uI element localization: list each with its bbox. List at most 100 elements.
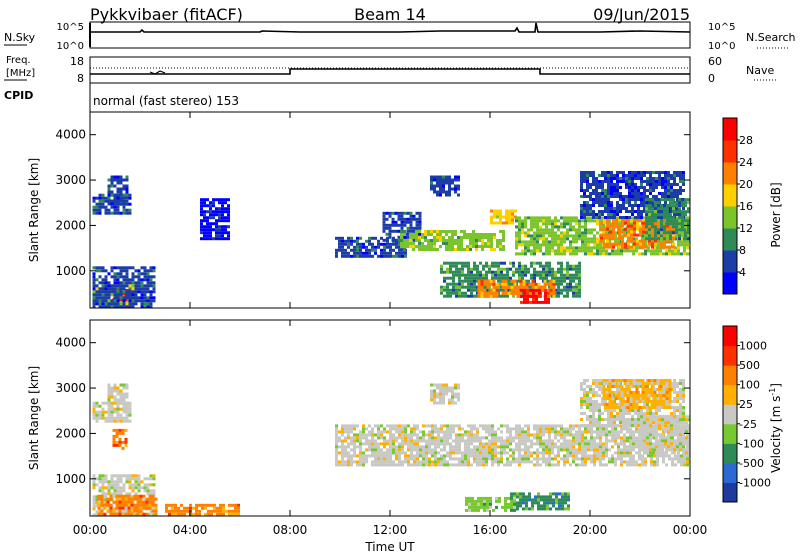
power-cell <box>95 293 99 297</box>
power-cell <box>551 228 554 232</box>
velocity-cell <box>521 460 524 464</box>
velocity-cell <box>377 430 380 434</box>
velocity-cell <box>122 486 126 490</box>
power-cell <box>388 226 392 230</box>
power-cell <box>461 294 464 298</box>
power-cell <box>92 299 96 303</box>
velocity-cell <box>548 430 551 434</box>
power-cell <box>385 226 389 230</box>
power-cell <box>578 288 581 292</box>
velocity-cell <box>365 448 368 452</box>
velocity-cell <box>112 509 116 513</box>
velocity-cell <box>476 433 479 437</box>
velocity-cell <box>665 463 668 467</box>
power-cell <box>491 264 494 268</box>
power-cell <box>652 189 655 192</box>
velocity-cell <box>104 401 108 405</box>
power-cell <box>551 240 554 244</box>
velocity-cell <box>572 451 575 455</box>
power-cell <box>446 294 449 298</box>
power-cell <box>539 264 542 268</box>
power-cell <box>515 231 518 235</box>
power-cell <box>554 225 557 229</box>
power-cell <box>560 234 563 238</box>
power-cell <box>383 251 386 255</box>
power-cell <box>578 294 581 298</box>
velocity-cell <box>509 439 512 443</box>
power-cell <box>602 216 605 220</box>
velocity-cell <box>95 513 99 516</box>
power-cell <box>523 297 526 301</box>
velocity-cell <box>389 430 392 434</box>
power-cell <box>660 231 663 235</box>
power-cell <box>493 236 496 239</box>
velocity-cell <box>455 451 458 455</box>
power-cell <box>500 276 503 280</box>
power-cell <box>616 171 619 174</box>
power-cell <box>473 279 476 283</box>
power-cell <box>203 210 206 214</box>
velocity-cell <box>431 451 434 455</box>
velocity-cell <box>533 451 536 455</box>
power-cell <box>643 186 646 189</box>
velocity-cell <box>497 427 500 431</box>
velocity-cell <box>497 445 500 449</box>
power-cell <box>687 228 690 232</box>
velocity-cell <box>446 460 449 464</box>
power-cell <box>569 267 572 271</box>
velocity-cell <box>425 451 428 455</box>
velocity-cell <box>119 389 123 393</box>
power-cell <box>457 187 460 191</box>
power-cell <box>557 282 560 286</box>
velocity-cell <box>165 503 168 507</box>
velocity-cell <box>104 477 108 481</box>
power-cell <box>107 196 111 200</box>
power-cell <box>603 242 606 246</box>
velocity-cell <box>533 424 536 428</box>
power-cell <box>580 195 583 198</box>
velocity-cell <box>584 430 587 434</box>
power-cell <box>539 261 542 265</box>
velocity-cell <box>389 448 392 452</box>
power-cell <box>146 278 150 282</box>
power-cell <box>489 279 493 283</box>
velocity-cell <box>195 503 198 507</box>
power-cell <box>482 276 485 280</box>
power-cell <box>613 183 616 186</box>
power-cell <box>143 293 147 297</box>
power-cell <box>648 204 651 208</box>
velocity-cell <box>115 497 119 501</box>
velocity-cell <box>425 460 428 464</box>
power-cell <box>548 249 551 253</box>
velocity-map <box>92 379 690 516</box>
power-cell <box>433 248 436 251</box>
power-cell <box>616 207 619 210</box>
velocity-cell <box>143 489 147 493</box>
power-cell <box>583 174 586 177</box>
power-cell <box>584 219 587 223</box>
velocity-cell <box>548 457 551 461</box>
power-cell <box>122 299 126 303</box>
power-cell <box>122 296 126 300</box>
power-cell <box>368 248 371 252</box>
power-cell <box>212 213 215 217</box>
velocity-cell <box>398 457 401 461</box>
power-cell <box>666 222 669 226</box>
velocity-cell <box>491 433 494 437</box>
power-cell <box>593 228 596 232</box>
velocity-cell <box>503 439 506 443</box>
power-cell <box>613 210 616 213</box>
velocity-cell <box>228 509 231 513</box>
velocity-cell <box>605 433 608 437</box>
power-cell <box>604 171 607 174</box>
power-cell <box>617 240 620 244</box>
velocity-cell <box>560 442 563 446</box>
velocity-cell <box>422 448 425 452</box>
velocity-cell <box>560 436 563 440</box>
velocity-cell <box>130 497 134 501</box>
velocity-cell <box>362 433 365 437</box>
power-cell <box>677 240 680 244</box>
velocity-cell <box>677 457 680 461</box>
velocity-cell <box>139 497 143 501</box>
power-cell <box>637 204 640 207</box>
